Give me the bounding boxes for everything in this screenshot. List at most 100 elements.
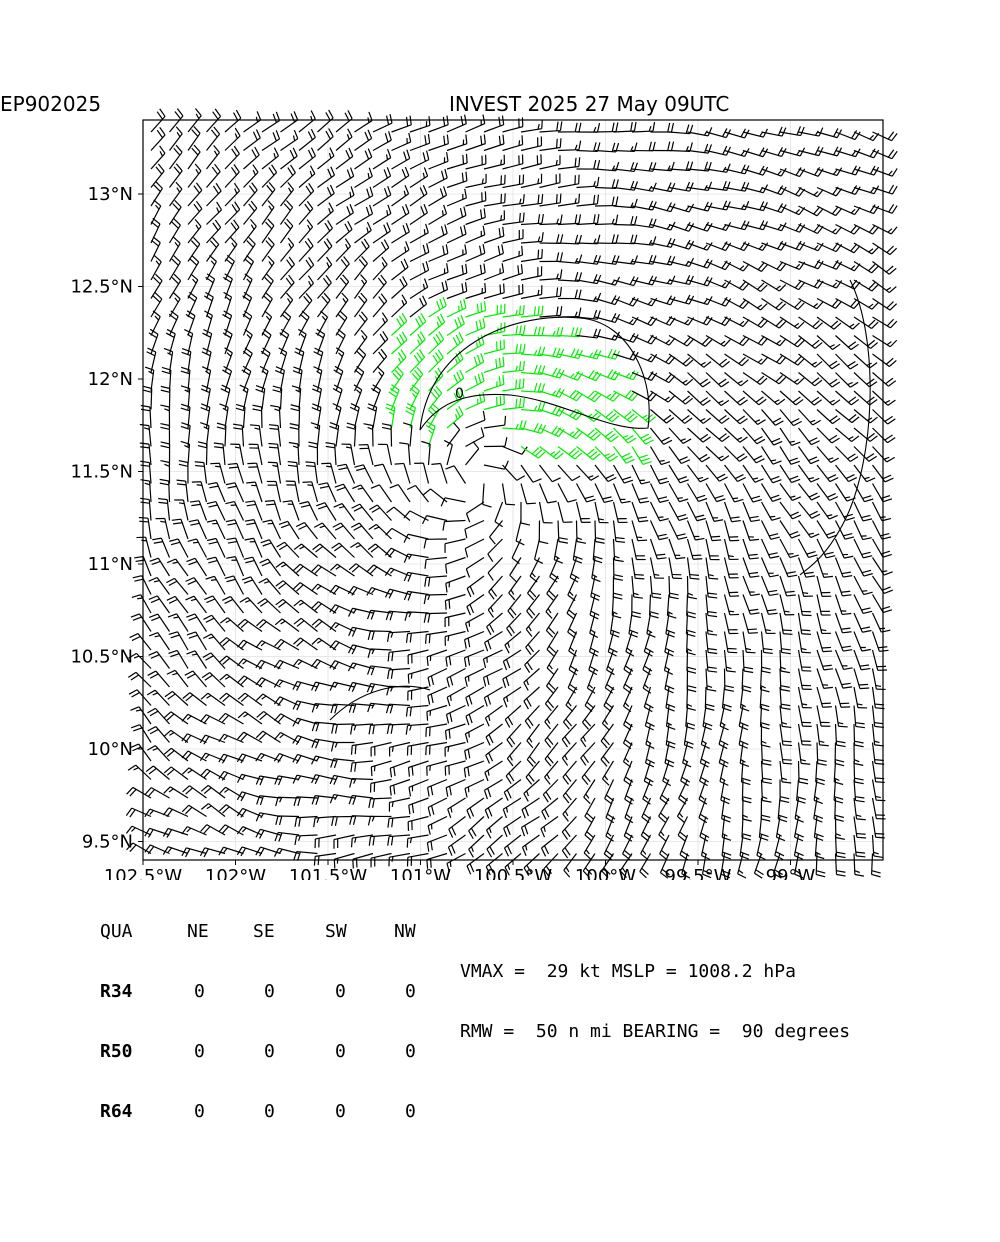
barb-flag: [671, 142, 673, 151]
barb-flag: [172, 673, 177, 674]
wind-barb: [465, 650, 484, 667]
barb-flag: [455, 319, 458, 328]
barb-flag: [815, 260, 820, 268]
barb-staff: [216, 538, 225, 557]
barb-flag: [464, 206, 466, 215]
barb-staff: [465, 632, 484, 640]
barb-flag: [641, 458, 650, 461]
wind-barb: [286, 481, 299, 502]
wind-barb: [225, 255, 234, 280]
wind-barb: [595, 447, 618, 462]
wind-barb: [466, 283, 486, 298]
barb-flag: [386, 408, 395, 411]
barb-flag: [685, 418, 692, 423]
wind-barb: [743, 576, 760, 596]
barb-flag: [606, 475, 614, 479]
wind-barb: [725, 539, 739, 559]
wind-barb: [188, 201, 202, 224]
barb-staff: [632, 447, 643, 465]
wind-barb: [296, 523, 317, 539]
barb-flag: [778, 171, 782, 175]
barb-staff: [392, 213, 409, 225]
barb-flag: [852, 130, 857, 138]
barb-flag: [823, 651, 832, 652]
barb-flag: [456, 335, 460, 343]
barb-flag: [258, 599, 266, 604]
barb-flag: [436, 334, 441, 342]
barb-flag: [522, 246, 523, 255]
barb-flag: [506, 504, 515, 505]
wind-barb: [836, 185, 861, 194]
barb-staff: [195, 558, 206, 576]
wind-barb: [352, 504, 373, 520]
barb-flag: [593, 274, 597, 283]
barb-flag: [414, 355, 419, 363]
barb-flag: [465, 115, 467, 124]
wind-barb: [288, 462, 299, 484]
wind-barb: [207, 502, 225, 521]
barb-staff: [873, 132, 892, 141]
barb-staff: [283, 581, 299, 595]
wind-barb: [488, 558, 502, 581]
barb-flag: [458, 317, 461, 326]
wind-barb: [447, 315, 464, 335]
barb-flag: [505, 416, 506, 425]
barb-flag: [649, 255, 652, 264]
barb-staff: [545, 687, 558, 704]
barb-staff: [524, 687, 540, 701]
barb-flag: [227, 538, 236, 540]
barb-staff: [577, 447, 593, 460]
barb-flag: [631, 122, 633, 131]
wind-barb: [651, 521, 669, 540]
barb-flag: [201, 408, 210, 411]
barb-staff: [466, 144, 486, 151]
barb-flag: [408, 674, 409, 683]
barb-staff: [177, 650, 188, 668]
barb-flag: [152, 538, 161, 540]
barb-staff: [429, 444, 431, 465]
wind-barb: [743, 484, 762, 503]
barb-flag: [668, 396, 674, 403]
barb-flag: [553, 348, 556, 357]
barb-flag: [676, 558, 685, 559]
barb-flag: [870, 135, 874, 139]
barb-flag: [698, 498, 707, 501]
barb-flag: [802, 652, 811, 653]
barb-flag: [814, 400, 822, 405]
wind-barb: [780, 539, 799, 558]
barb-staff: [445, 613, 465, 618]
barb-flag: [314, 427, 319, 430]
barb-staff: [873, 484, 884, 502]
wind-barb: [268, 443, 280, 465]
barb-flag: [423, 152, 425, 161]
barb-flag: [764, 652, 773, 653]
barb-flag: [337, 487, 346, 490]
barb-staff: [508, 595, 521, 611]
barb-staff: [817, 317, 834, 329]
wind-barb: [873, 410, 896, 425]
wind-barb: [836, 354, 859, 369]
barb-flag: [637, 537, 642, 538]
barb-flag: [687, 708, 696, 710]
wind-barb: [233, 424, 243, 446]
barb-flag: [811, 496, 819, 500]
barb-flag: [487, 676, 489, 685]
barb-flag: [466, 135, 467, 144]
wind-barb: [445, 539, 465, 553]
barb-staff: [558, 223, 579, 224]
barb-flag: [788, 575, 797, 577]
barb-flag: [811, 478, 819, 482]
wind-barb: [408, 650, 428, 664]
wind-barb: [725, 595, 740, 615]
barb-staff: [688, 558, 691, 579]
barb-staff: [299, 156, 315, 169]
barb-staff: [392, 232, 410, 243]
barb-flag: [173, 617, 178, 618]
barb-flag: [624, 456, 632, 460]
wind-barb: [762, 447, 782, 465]
barb-staff: [632, 484, 640, 503]
barb-flag: [700, 398, 708, 403]
barb-flag: [321, 311, 328, 317]
barb-flag: [401, 261, 405, 269]
barb-flag: [613, 597, 622, 599]
